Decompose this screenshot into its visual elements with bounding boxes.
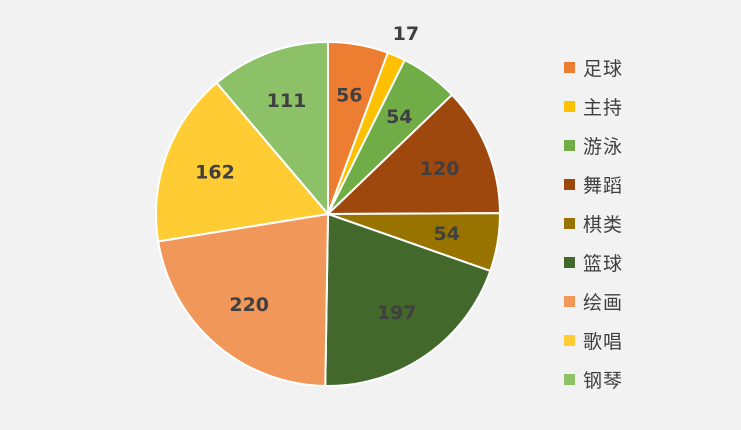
pie-slice [157, 212, 330, 387]
legend-swatch [564, 101, 575, 112]
legend-swatch [564, 335, 575, 346]
legend-swatch [564, 179, 575, 190]
pie-slice [324, 212, 492, 387]
legend-label: 游泳 [583, 136, 624, 158]
legend-swatch [564, 140, 575, 151]
legend-label: 舞蹈 [583, 175, 624, 197]
pie-slices [155, 40, 502, 387]
legend-swatch [564, 257, 575, 268]
data-label: 111 [267, 90, 307, 112]
data-label: 54 [433, 223, 459, 245]
legend-label: 足球 [583, 58, 624, 80]
legend-label: 主持 [583, 97, 624, 119]
legend-label: 篮球 [583, 253, 624, 275]
legend-item: 舞蹈 [564, 165, 734, 204]
legend-label: 歌唱 [583, 331, 624, 353]
data-label: 162 [195, 161, 235, 183]
legend-label: 绘画 [583, 292, 624, 314]
legend-label: 钢琴 [583, 370, 624, 392]
legend-label: 棋类 [583, 214, 624, 236]
data-label: 220 [229, 294, 269, 316]
data-label: 17 [393, 23, 419, 45]
data-label: 197 [377, 302, 417, 324]
data-label: 56 [336, 85, 362, 107]
data-label: 120 [420, 158, 460, 180]
legend-item: 篮球 [564, 243, 734, 282]
pie-slice [215, 40, 329, 217]
legend-item: 棋类 [564, 204, 734, 243]
legend-item: 足球 [564, 48, 734, 87]
legend-item: 主持 [564, 87, 734, 126]
legend-swatch [564, 374, 575, 385]
pie-slice [155, 81, 330, 243]
legend-item: 歌唱 [564, 321, 734, 360]
legend-item: 绘画 [564, 282, 734, 321]
legend-item: 钢琴 [564, 360, 734, 399]
pie-data-labels: 56 17 54 120 54 197 220 162 111 [195, 23, 460, 324]
legend-swatch [564, 296, 575, 307]
legend-swatch [564, 218, 575, 229]
legend-item: 游泳 [564, 126, 734, 165]
data-label: 54 [386, 106, 412, 128]
chart-legend: 足球 主持 游泳 舞蹈 棋类 篮球 绘画 歌唱 [564, 48, 734, 399]
pie-slice [325, 93, 502, 216]
legend-swatch [564, 62, 575, 73]
